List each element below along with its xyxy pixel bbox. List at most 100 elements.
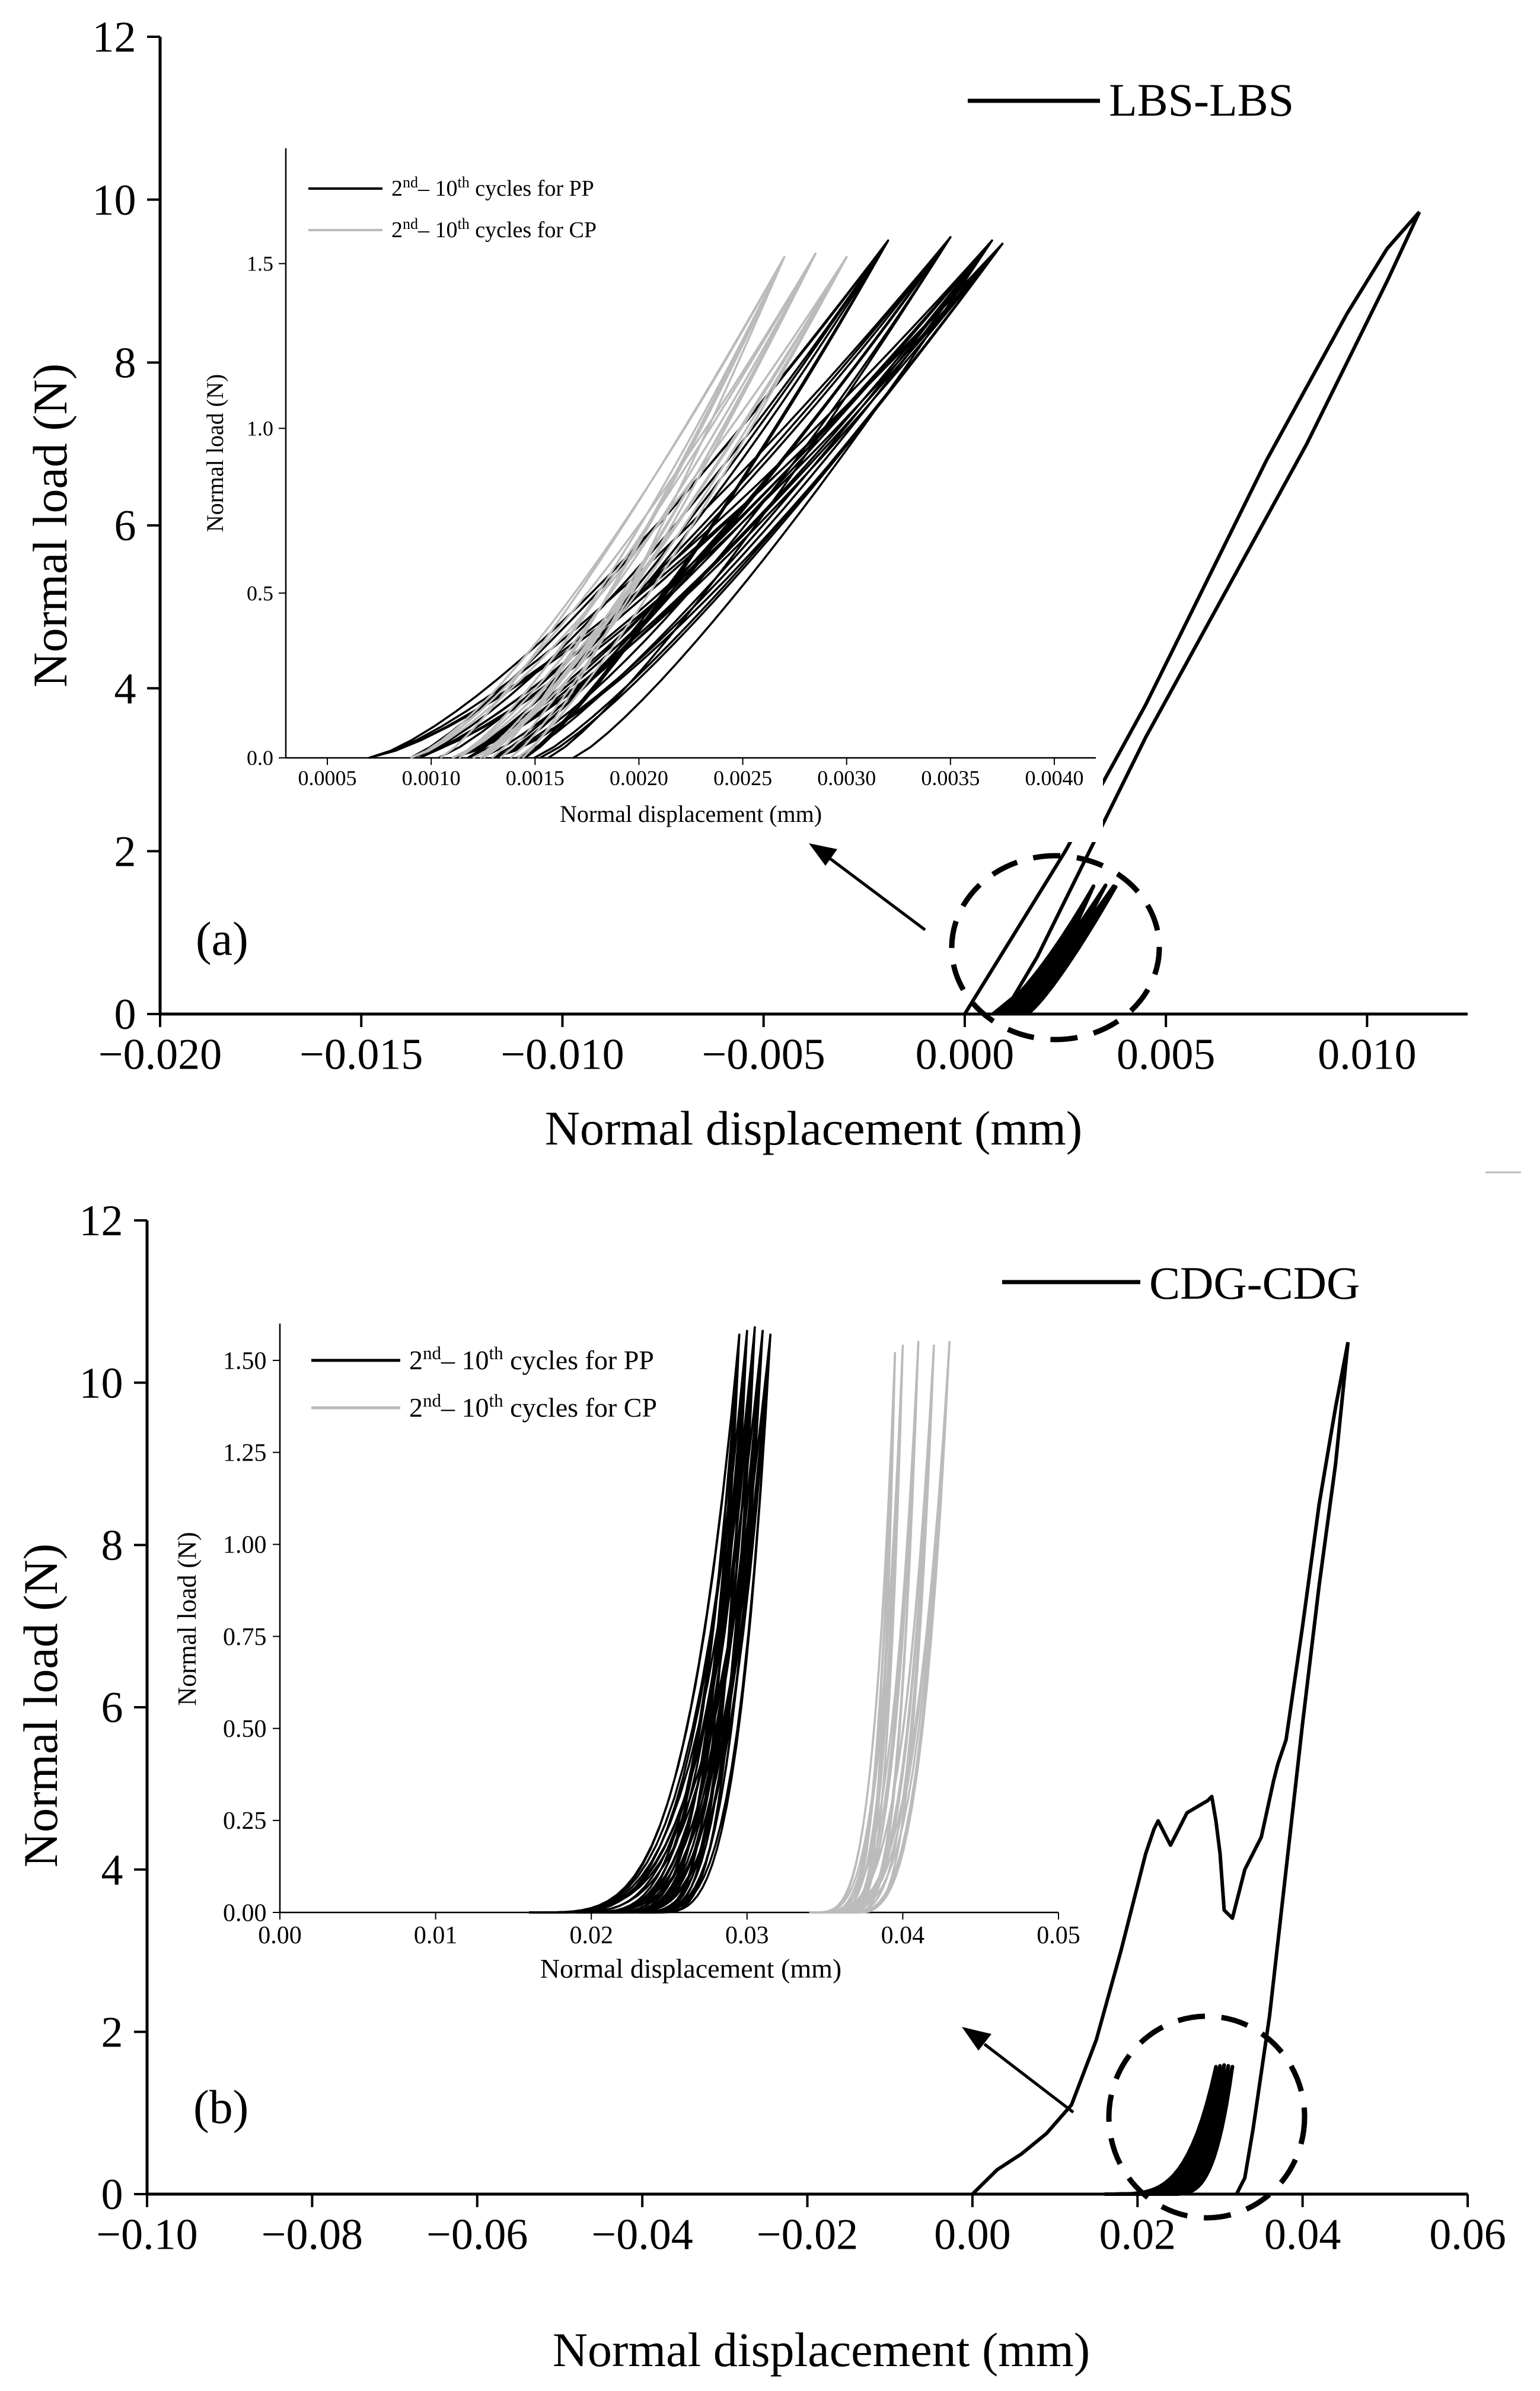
panel-a-zoom-arrow — [809, 843, 926, 931]
panel-a-inset-cp-cycle-7 — [472, 253, 817, 759]
panel-b-inset-xtick-label: 0.05 — [1037, 1922, 1080, 1949]
panel-a-inset-xtick-label: 0.0005 — [298, 766, 357, 790]
panel-b-inset-ytick-label: 1.00 — [223, 1532, 267, 1559]
panel-a-ytick-label: 6 — [114, 502, 136, 550]
panel-b-inset-legend-cp: 2nd– 10th cycles for CP — [409, 1390, 657, 1423]
panel-b-inset-xlabel: Normal displacement (mm) — [540, 1953, 841, 1984]
panel-a-series-0 — [963, 211, 1421, 1015]
panel-b-inset-xtick-label: 0.01 — [414, 1922, 458, 1949]
panel-a-inset-pp-cycle-14 — [493, 239, 993, 759]
panel-a-legend-label: LBS-LBS — [1109, 74, 1294, 126]
panel-a-inset-cp-cycle-6 — [472, 256, 786, 759]
panel-a-main-series — [963, 211, 1421, 1016]
panel-b-inset-ytick-label: 0.75 — [223, 1624, 267, 1651]
panel-b-label: (b) — [193, 2081, 248, 2134]
panel-a-inset-xtick-label: 0.0035 — [921, 766, 980, 790]
panel-b-xtick-label: 0.02 — [1099, 2210, 1176, 2259]
panel-a-inset-legend-pp: 2nd– 10th cycles for PP — [391, 174, 594, 201]
panel-b-xtick-label: 0.04 — [1264, 2210, 1341, 2259]
panel-a-inset-ytick-label: 1.5 — [247, 252, 273, 276]
panel-a-xtick-label: −0.015 — [299, 1030, 423, 1079]
panel-b-xtick-label: −0.04 — [592, 2210, 693, 2259]
panel-a-inset-xtick-label: 0.0025 — [713, 766, 772, 790]
panel-a-inset-pp-cycle-12 — [493, 239, 889, 759]
panel-a: 0.0005 0.0010 0.0015 0.0020 0.0025 0.0030 0.00… — [23, 13, 1468, 1155]
panel-a-inset-xtick-label: 0.0020 — [610, 766, 668, 790]
panel-a-series-1 — [991, 211, 1421, 1016]
panel-a-xtick-label: 0.005 — [1117, 1030, 1216, 1079]
panel-b-inset-xtick-label: 0.00 — [258, 1922, 302, 1949]
panel-a-inset-cp-cycle-8 — [472, 256, 848, 759]
panel-a-inset-xtick-label: 0.0010 — [402, 766, 461, 790]
panel-b-inset-cp-cycle-12 — [840, 1341, 920, 1914]
panel-b-series-0 — [971, 1341, 1350, 2196]
panel-b-ytick-label: 0 — [101, 2170, 123, 2219]
panel-a-zoom-ellipse — [949, 853, 1162, 1043]
panel-b-zoom-ellipse — [1106, 2013, 1308, 2221]
panel-a-small-cycle-12 — [1016, 884, 1095, 1016]
panel-a-xtick-label: −0.010 — [500, 1030, 624, 1079]
panel-b-legend-label: CDG-CDG — [1149, 1257, 1360, 1309]
panel-a-small-cycle-15 — [1016, 885, 1118, 1016]
panel-b-ytick-label: 8 — [101, 1521, 123, 1570]
panel-a-ytick-label: 4 — [114, 665, 136, 713]
panel-a-xtick-label: −0.005 — [702, 1030, 825, 1079]
panel-a-inset-xlabel: Normal displacement (mm) — [560, 801, 822, 827]
panel-a-inset-ytick-label: 0.0 — [247, 746, 273, 770]
panel-b-ytick-label: 12 — [79, 1197, 123, 1245]
panel-a-inset-pp-cycle-15 — [493, 243, 1004, 759]
panel-b-inset-pp-cycle-17 — [638, 1326, 756, 1914]
panel-a-inset-pp-cycle-13 — [493, 236, 952, 759]
panel-b-inset-xtick-label: 0.02 — [569, 1922, 613, 1949]
panel-a-xtick-label: −0.020 — [98, 1030, 222, 1079]
panel-b-small-cycles — [1104, 2063, 1235, 2196]
panel-a-inset-ytick-label: 0.5 — [247, 581, 273, 605]
panel-a-legend: LBS-LBS — [968, 74, 1294, 126]
panel-b-inset-series — [529, 1326, 951, 1914]
panel-b-inset-ytick-label: 0.00 — [223, 1899, 267, 1927]
panel-a-small-cycles — [992, 884, 1118, 1016]
panel-b-inset-ytick-label: 0.50 — [223, 1716, 267, 1743]
panel-a-xlabel: Normal displacement (mm) — [545, 1101, 1082, 1155]
panel-a-inset-ylabel: Normal load (N) — [202, 374, 228, 533]
panel-b-xlabel: Normal displacement (mm) — [553, 2323, 1090, 2377]
panel-a-ytick-label: 8 — [114, 339, 136, 387]
panel-b-xtick-label: 0.00 — [934, 2210, 1011, 2259]
panel-b-inset-legend: 2nd– 10th cycles for PP 2nd– 10th cycles… — [311, 1343, 657, 1423]
panel-a-xtick-label: 0.010 — [1318, 1030, 1417, 1079]
panel-b-inset-ytick-label: 1.50 — [223, 1347, 267, 1375]
panel-a-inset-ytick-label: 1.0 — [247, 417, 273, 441]
panel-a-inset-legend: 2nd– 10th cycles for PP 2nd– 10th cycles… — [308, 174, 597, 243]
panel-b-inset-ytick-label: 1.25 — [223, 1439, 267, 1467]
panel-a-xtick-label: 0.000 — [916, 1030, 1015, 1079]
panel-a-inset-xtick-label: 0.0030 — [817, 766, 876, 790]
panel-b-inset-cp-cycle-14 — [840, 1341, 951, 1914]
panel-b-xtick-label: −0.06 — [426, 2210, 528, 2259]
panel-a-label: (a) — [196, 913, 248, 965]
panel-b-xtick-label: −0.08 — [262, 2210, 363, 2259]
panel-a-ylabel: Normal load (N) — [23, 364, 77, 688]
panel-a-ytick-label: 0 — [114, 990, 136, 1039]
panel-b-inset-legend-pp: 2nd– 10th cycles for PP — [409, 1343, 654, 1375]
panel-a-ytick-label: 12 — [93, 13, 136, 62]
panel-b-legend: CDG-CDG — [1002, 1257, 1360, 1309]
panel-a-ytick-label: 2 — [114, 827, 136, 876]
panel-b-inset-xtick-label: 0.03 — [725, 1922, 769, 1949]
panel-b-ytick-label: 6 — [101, 1684, 123, 1732]
panel-b-inset-cp-cycle-11 — [840, 1344, 904, 1914]
panel-a-inset-xtick-label: 0.0015 — [506, 766, 565, 790]
panel-b-small-cycle-19 — [1162, 2065, 1235, 2196]
panel-b-ytick-label: 2 — [101, 2008, 123, 2057]
panel-b: 0.00 0.01 0.02 0.03 0.04 0.05 0.00 0.25 0.50 0.75… — [14, 1197, 1506, 2377]
panel-a-inset-xtick-label: 0.0040 — [1025, 766, 1083, 790]
panel-a-inset-series — [368, 236, 1004, 759]
panel-a-inset: 0.0005 0.0010 0.0015 0.0020 0.0025 0.0030 0.00… — [190, 142, 1103, 842]
panel-b-inset: 0.00 0.01 0.02 0.03 0.04 0.05 0.00 0.25 0.50 0.75… — [169, 1314, 1082, 1984]
panel-a-ytick-label: 10 — [93, 176, 136, 225]
panel-b-main-series — [971, 1341, 1350, 2196]
panel-b-ytick-label: 10 — [79, 1359, 123, 1408]
panel-b-xtick-label: 0.06 — [1429, 2210, 1506, 2259]
panel-b-ylabel: Normal load (N) — [14, 1544, 68, 1868]
panel-b-inset-ylabel: Normal load (N) — [173, 1532, 202, 1705]
